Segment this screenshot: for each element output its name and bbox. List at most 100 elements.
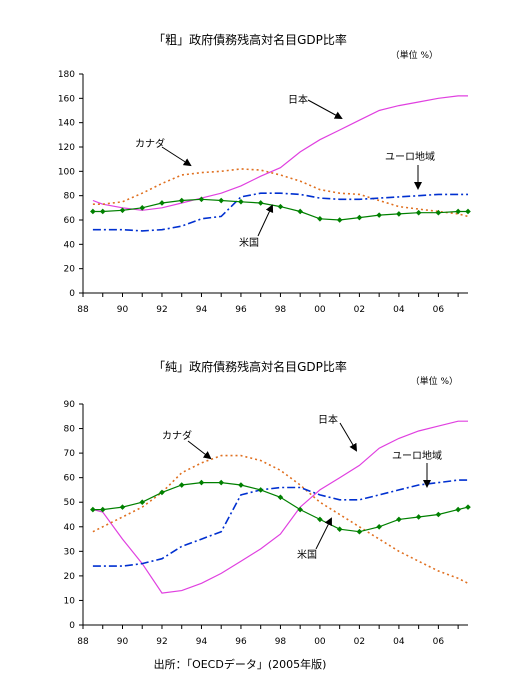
chart-title: 「粗」政府債務残高対名目GDP比率 <box>153 32 347 47</box>
point-us <box>336 526 343 533</box>
point-us <box>465 504 471 510</box>
point-us <box>465 208 471 215</box>
point-us <box>415 209 422 216</box>
point-us <box>396 211 402 217</box>
chart-net: 「純」政府債務残高対名目GDP比率 （単位 %） 0 10 20 30 40 50 60 70… <box>64 359 471 647</box>
x-tick-label: 88 <box>77 637 89 647</box>
y-tick-label: 20 <box>64 265 76 275</box>
point-us <box>277 203 284 210</box>
point-us <box>159 489 165 496</box>
point-us <box>159 200 165 206</box>
y-tick-label: 30 <box>64 547 76 557</box>
y-tick-label: 40 <box>64 523 76 533</box>
x-tick-label: 90 <box>117 305 129 315</box>
x-tick-label: 98 <box>275 637 287 647</box>
y-tick-label: 70 <box>64 449 76 459</box>
y-tick-label: 120 <box>58 143 75 153</box>
point-us <box>90 506 96 513</box>
y-tick-label: 140 <box>58 119 75 129</box>
x-tick-label: 00 <box>314 305 326 315</box>
x-tick-label: 00 <box>314 637 326 647</box>
point-us <box>178 482 185 488</box>
chart-unit: （単位 %） <box>411 375 458 387</box>
series-line-us <box>92 482 469 533</box>
point-us <box>257 200 264 206</box>
x-tick-label: 06 <box>433 305 445 315</box>
chart-unit: （単位 %） <box>391 49 438 61</box>
series-line-japan <box>92 95 468 211</box>
label-euro: ユーロ地域 <box>392 449 442 462</box>
label-canada: カナダ <box>162 429 192 442</box>
point-us <box>376 523 382 530</box>
series-line-euro <box>92 479 468 567</box>
point-us <box>218 479 225 486</box>
point-us <box>139 205 146 211</box>
point-us <box>119 207 126 214</box>
x-tick-label: 90 <box>117 637 129 647</box>
point-us <box>435 511 442 518</box>
chart-title: 「純」政府債務残高対名目GDP比率 <box>153 359 347 374</box>
point-us <box>435 209 442 216</box>
y-tick-label: 10 <box>64 596 76 606</box>
series-line-japan <box>92 420 468 594</box>
series-line-canada <box>92 168 469 218</box>
point-us <box>356 214 363 221</box>
point-us <box>415 514 422 520</box>
point-us <box>99 208 106 215</box>
y-tick-label: 80 <box>64 425 76 435</box>
arrow-canada <box>187 440 212 460</box>
point-us <box>396 516 402 523</box>
point-us <box>356 528 363 535</box>
x-tick-label: 88 <box>77 305 89 315</box>
y-tick-label: 60 <box>64 216 76 226</box>
point-us <box>455 506 461 513</box>
point-us <box>178 197 185 204</box>
point-us <box>238 482 244 488</box>
arrow-japan <box>307 99 343 119</box>
y-tick-label: 160 <box>58 94 75 104</box>
y-tick-label: 50 <box>64 498 76 508</box>
label-japan: 日本 <box>288 93 308 106</box>
x-tick-label: 96 <box>235 637 247 647</box>
label-us: 米国 <box>297 548 317 561</box>
point-us <box>139 499 146 506</box>
y-tick-label: 100 <box>58 167 75 177</box>
x-tick-label: 94 <box>196 305 208 315</box>
point-us <box>376 212 382 218</box>
point-us <box>336 217 343 223</box>
arrow-us <box>315 517 332 550</box>
label-euro: ユーロ地域 <box>385 150 435 163</box>
point-us <box>99 506 106 513</box>
source-note: 出所：「OECDデータ」(2005年版) <box>154 657 327 671</box>
point-us <box>297 506 303 513</box>
x-tick-label: 92 <box>156 637 167 647</box>
x-tick-label: 92 <box>156 305 167 315</box>
point-us <box>198 196 205 203</box>
point-us <box>198 479 205 486</box>
x-tick-label: 98 <box>275 305 287 315</box>
label-us: 米国 <box>239 236 259 249</box>
label-canada: カナダ <box>135 137 165 150</box>
series-line-euro <box>92 192 468 232</box>
y-tick-label: 60 <box>64 474 76 484</box>
point-us <box>297 208 303 215</box>
x-tick-label: 04 <box>393 305 405 315</box>
series-line-canada <box>92 454 469 585</box>
x-tick-label: 02 <box>354 637 365 647</box>
y-tick-label: 0 <box>69 621 75 631</box>
x-tick-label: 06 <box>433 637 445 647</box>
y-tick-label: 90 <box>64 400 76 410</box>
arrow-us <box>257 204 274 237</box>
point-us <box>90 208 96 215</box>
y-tick-label: 80 <box>64 192 76 202</box>
x-tick-label: 04 <box>393 637 405 647</box>
y-tick-label: 180 <box>58 70 75 80</box>
label-japan: 日本 <box>318 413 338 426</box>
point-us <box>317 215 323 222</box>
point-us <box>455 208 461 215</box>
point-us <box>277 494 284 501</box>
y-tick-label: 20 <box>64 572 76 582</box>
point-us <box>317 516 323 523</box>
y-tick-label: 40 <box>64 240 76 250</box>
